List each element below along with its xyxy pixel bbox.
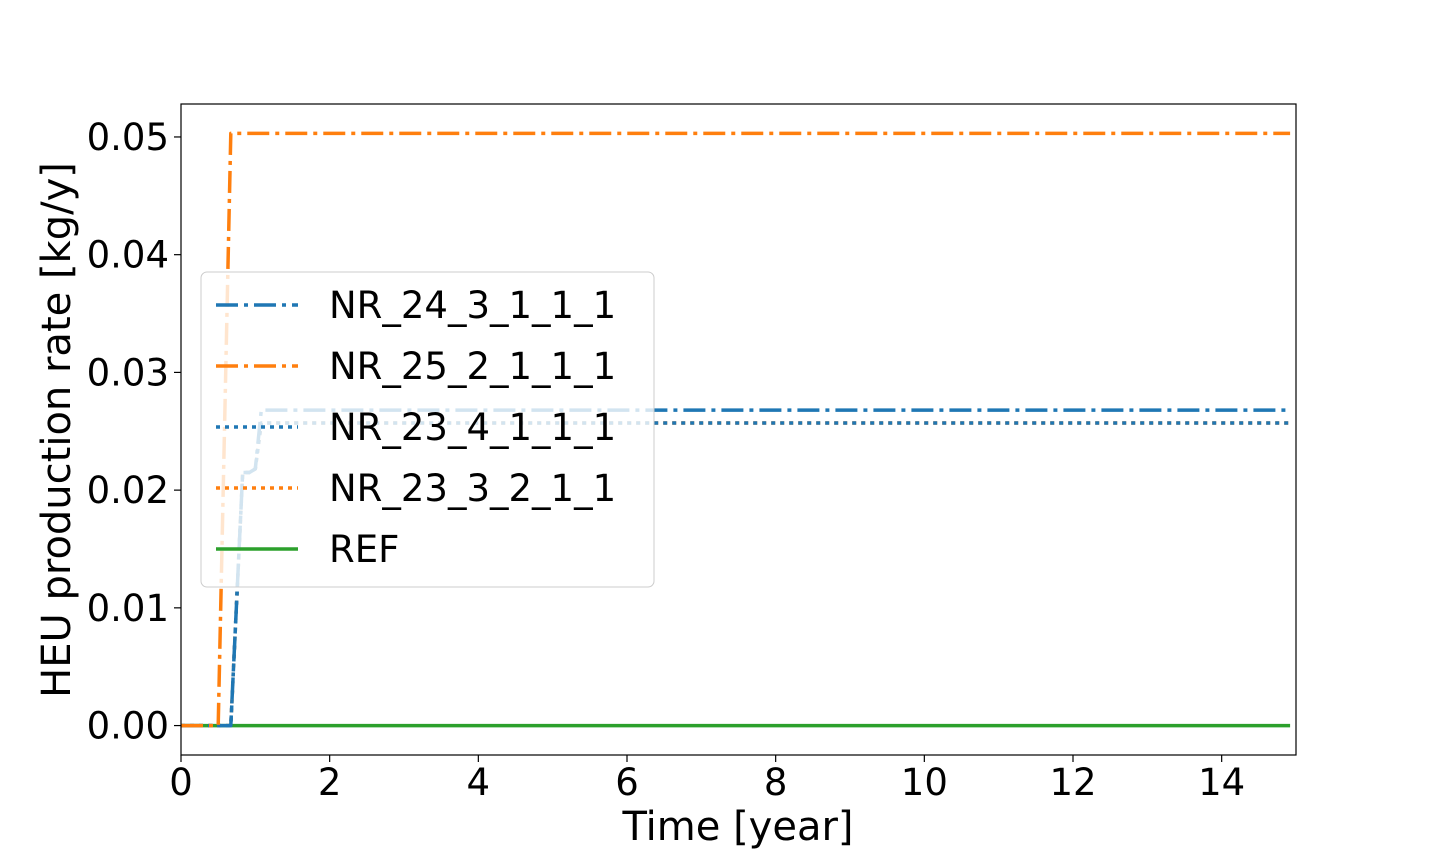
y-tick-label: 0.04 <box>87 234 169 277</box>
x-tick-label: 4 <box>467 761 491 804</box>
x-tick-label: 14 <box>1198 761 1245 804</box>
x-tick-label: 0 <box>169 761 193 804</box>
y-tick-label: 0.05 <box>87 116 169 159</box>
x-tick-label: 6 <box>615 761 639 804</box>
legend: NR_24_3_1_1_1 NR_25_2_1_1_1 NR_23_4_1_1_1 N… <box>200 271 655 588</box>
legend-label: NR_23_4_1_1_1 <box>329 406 616 449</box>
y-tick-label: 0.01 <box>87 587 169 630</box>
x-tick-label: 10 <box>901 761 948 804</box>
x-tick-label: 12 <box>1049 761 1096 804</box>
legend-label: NR_23_3_2_1_1 <box>329 467 616 510</box>
legend-label: REF <box>329 528 399 571</box>
legend-box <box>200 271 655 588</box>
y-tick-label: 0.02 <box>87 469 169 512</box>
plot-frame <box>180 103 1297 756</box>
y-axis: 0.00 0.01 0.02 0.03 0.04 0.05 <box>87 116 181 748</box>
x-axis-label: Time [year] <box>621 804 853 850</box>
x-axis: 0 2 4 6 8 10 12 14 <box>169 755 1245 804</box>
legend-label: NR_25_2_1_1_1 <box>329 345 616 388</box>
y-tick-label: 0.00 <box>87 705 169 748</box>
x-tick-label: 2 <box>318 761 342 804</box>
y-axis-label: HEU production rate [kg/y] <box>34 162 80 698</box>
x-tick-label: 8 <box>764 761 788 804</box>
legend-label: NR_24_3_1_1_1 <box>329 284 616 327</box>
y-tick-label: 0.03 <box>87 351 169 394</box>
